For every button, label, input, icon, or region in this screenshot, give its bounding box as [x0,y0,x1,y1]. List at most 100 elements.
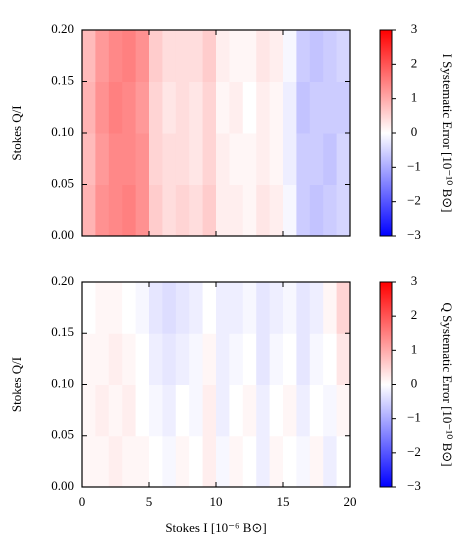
heatmap-cell [202,384,217,437]
heatmap-cell [149,282,163,334]
colorbar-tick-label: 0 [411,375,418,390]
heatmap-cell [323,184,338,237]
heatmap-cell [242,384,257,437]
heatmap-cell [175,333,190,385]
colorbar-tick-label: 3 [411,273,418,288]
heatmap-cell [189,30,204,82]
y-tick-label: 0.10 [51,124,74,139]
heatmap-cell [135,333,150,385]
colorbar-tick-label: 2 [411,307,418,322]
heatmap-cell [242,282,257,334]
colorbar-label: Q Systematic Error [10⁻¹⁰ B⊙] [440,302,455,466]
colorbar-tick-label: −3 [407,478,421,493]
heatmap-cell [202,333,217,385]
heatmap-cell [269,384,284,437]
heatmap-cell [242,30,257,82]
colorbar-tick-label: −2 [407,444,421,459]
heatmap-cell [149,384,163,437]
heatmap-cell [283,384,297,437]
heatmap-cell [95,282,110,334]
heatmap-cell [229,133,244,185]
heatmap-cell [323,81,338,134]
heatmap-cell [216,81,230,134]
heatmap-cell [242,333,257,385]
heatmap-cell [135,30,150,82]
heatmap-cell [229,30,244,82]
heatmap-cell [323,282,338,334]
heatmap-cell [296,30,311,82]
heatmap-cell [122,282,137,334]
y-tick-label: 0.20 [51,21,74,36]
heatmap-cell [309,30,324,82]
heatmap-cell [82,184,96,237]
heatmap-cell [283,81,297,134]
colorbar-tick-label: −1 [407,158,421,173]
y-tick-label: 0.15 [51,324,74,339]
heatmap-cell [122,184,137,237]
heatmap-cell [95,30,110,82]
colorbar-tick-label: −3 [407,227,421,242]
heatmap-cell [95,435,110,488]
heatmap-cell [242,435,257,488]
heatmap-cell [256,133,271,185]
heatmap-cell [256,184,271,237]
heatmap-cell [309,435,324,488]
x-tick-label: 20 [344,494,357,509]
heatmap-cell [95,133,110,185]
heatmap-cell [149,81,163,134]
heatmap-cell [189,333,204,385]
colorbar-tick-label: −2 [407,193,421,208]
heatmap-cell [336,333,351,385]
x-tick-label: 0 [79,494,86,509]
heatmap-cell [336,384,351,437]
heatmap-cell [242,81,257,134]
y-tick-label: 0.00 [51,227,74,242]
heatmap-cell [216,435,230,488]
heatmap-cell [202,282,217,334]
y-tick-label: 0.20 [51,273,74,288]
heatmap-cell [296,435,311,488]
heatmap-cell [283,30,297,82]
heatmap-cell [175,384,190,437]
heatmap-cell [269,184,284,237]
heatmap-cell [283,184,297,237]
heatmap-cell [108,384,123,437]
heatmap-cell [82,435,96,488]
colorbar-tick-label: −1 [407,410,421,425]
heatmap-cell [175,81,190,134]
heatmap-cell [269,282,284,334]
y-axis-label: Stokes Q/I [9,105,24,160]
colorbar [379,281,393,488]
heatmap-cell [95,333,110,385]
heatmap-cell [122,81,137,134]
heatmap-cell [296,184,311,237]
y-tick-label: 0.15 [51,72,74,87]
heatmap-cell [162,30,177,82]
heatmap-cell [296,384,311,437]
heatmap-cell [283,333,297,385]
heatmap-cell [149,333,163,385]
colorbar-tick-label: 3 [411,21,418,36]
heatmap-cell [82,133,96,185]
heatmap-cell [82,384,96,437]
colorbar [379,29,393,237]
heatmap-cell [175,282,190,334]
heatmap-cell [296,333,311,385]
heatmap-cell [336,81,351,134]
heatmap-cell [296,282,311,334]
heatmap-cell [162,184,177,237]
heatmap-cell [229,81,244,134]
heatmap-cell [162,282,177,334]
heatmap-cell [323,133,338,185]
heatmap-cell [256,30,271,82]
colorbar-tick-label: 0 [411,124,418,139]
heatmap-cell [283,435,297,488]
heatmap-cell [336,30,351,82]
heatmap-cell [283,133,297,185]
heatmap-cell [108,435,123,488]
heatmap-cell [149,435,163,488]
heatmap-cell [202,30,217,82]
heatmap-cell [269,81,284,134]
heatmap-cell [108,184,123,237]
